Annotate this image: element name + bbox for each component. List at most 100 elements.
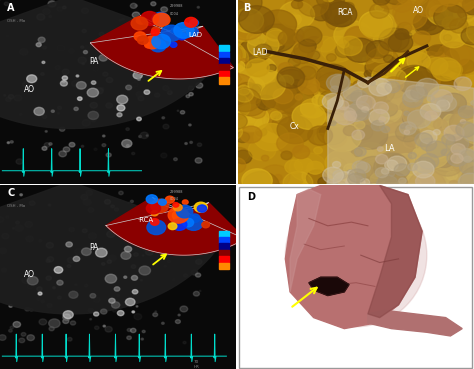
Circle shape [387,69,406,85]
Circle shape [395,0,427,6]
Circle shape [146,26,150,30]
Circle shape [143,250,145,251]
Circle shape [341,93,369,114]
Circle shape [449,110,474,136]
Circle shape [193,292,200,296]
Circle shape [62,76,67,80]
Circle shape [243,172,279,200]
Circle shape [195,273,201,277]
Circle shape [54,266,63,273]
Circle shape [404,32,412,38]
Circle shape [416,174,435,189]
Circle shape [127,328,131,331]
Circle shape [69,142,75,147]
Circle shape [115,54,118,56]
Circle shape [471,101,474,105]
Circle shape [130,328,136,332]
Circle shape [94,312,99,316]
Bar [219,237,229,243]
Circle shape [38,292,42,295]
Bar [219,58,229,64]
Circle shape [354,121,365,129]
Circle shape [351,42,380,64]
Circle shape [392,154,420,176]
Circle shape [127,145,129,147]
Circle shape [67,265,71,268]
Circle shape [195,241,201,246]
Circle shape [323,129,346,147]
Text: PA: PA [90,57,99,66]
Circle shape [168,223,177,230]
Circle shape [359,14,382,31]
Circle shape [36,43,41,47]
Circle shape [456,92,469,103]
Circle shape [37,14,45,20]
Circle shape [460,68,474,94]
Circle shape [321,36,355,62]
Circle shape [231,94,245,104]
Circle shape [356,142,386,166]
Circle shape [155,13,167,23]
Circle shape [243,84,261,98]
Circle shape [26,236,33,242]
Circle shape [379,28,409,51]
Circle shape [361,86,386,106]
Circle shape [103,325,105,327]
Circle shape [383,183,404,200]
Circle shape [212,43,242,67]
FancyBboxPatch shape [239,187,473,368]
Circle shape [303,83,333,107]
Circle shape [330,86,339,93]
Circle shape [181,243,188,248]
Circle shape [408,171,446,200]
Circle shape [161,7,167,12]
Circle shape [378,112,388,120]
Circle shape [377,175,398,192]
Circle shape [394,4,427,30]
Polygon shape [285,186,422,329]
Circle shape [298,77,319,94]
Circle shape [96,248,107,257]
Circle shape [392,0,412,13]
Circle shape [63,311,73,318]
Circle shape [378,0,401,9]
Circle shape [240,59,248,65]
Circle shape [9,329,12,332]
Circle shape [37,287,42,291]
Polygon shape [368,310,462,336]
Circle shape [260,165,290,188]
Circle shape [146,203,161,214]
Circle shape [177,33,186,40]
Circle shape [74,107,78,111]
Circle shape [246,183,261,194]
Circle shape [432,144,465,170]
Circle shape [236,88,253,102]
Circle shape [91,81,96,85]
Circle shape [170,42,177,47]
Circle shape [100,309,107,314]
Circle shape [292,0,303,9]
Text: OSH - Mo: OSH - Mo [7,204,25,208]
Text: ·RCA: ·RCA [137,217,153,223]
Circle shape [69,291,78,298]
Circle shape [378,41,396,55]
Circle shape [153,232,156,235]
Circle shape [152,12,169,25]
Circle shape [325,123,362,152]
Circle shape [57,296,61,299]
Text: A: A [7,3,15,13]
Circle shape [111,302,120,308]
Circle shape [433,120,447,130]
Circle shape [184,216,203,230]
Circle shape [260,10,297,39]
Circle shape [431,90,453,107]
Circle shape [352,130,365,140]
Circle shape [377,83,392,94]
Circle shape [388,33,413,52]
Circle shape [258,49,271,58]
Circle shape [102,135,105,137]
Polygon shape [0,186,236,369]
Circle shape [266,108,279,118]
Circle shape [126,298,135,306]
Circle shape [214,92,251,121]
